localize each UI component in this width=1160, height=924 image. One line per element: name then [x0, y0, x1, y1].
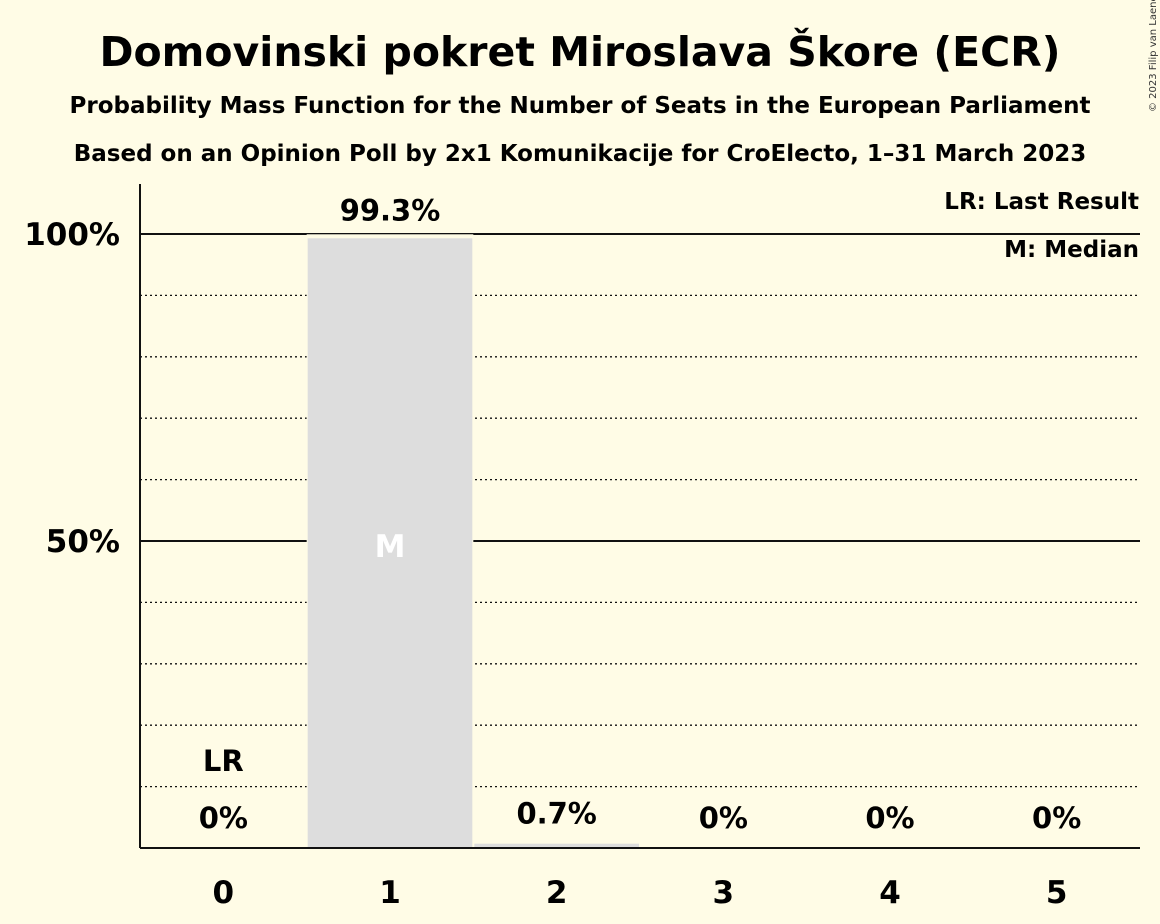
- copyright: © 2023 Filip van Laenen: [1148, 0, 1159, 112]
- bars: [306, 234, 639, 849]
- y-tick-labels: 50% 100%: [24, 217, 120, 560]
- x-tick-label: 0: [213, 875, 235, 911]
- bar: [307, 238, 473, 849]
- legend-last-result: LR: Last Result: [944, 189, 1139, 215]
- x-tick-label: 2: [546, 875, 568, 911]
- y-tick-label: 100%: [24, 217, 120, 253]
- bar: [474, 843, 639, 848]
- last-result-marker: LR: [203, 744, 244, 778]
- x-tick-label: 1: [379, 875, 401, 911]
- chart-subtitle: Probability Mass Function for the Number…: [70, 93, 1091, 119]
- x-tick-labels: 0 1 2 3 4 5: [213, 875, 1068, 911]
- gridlines: [140, 233, 1140, 788]
- chart-title: Domovinski pokret Miroslava Škore (ECR): [99, 28, 1060, 76]
- y-tick-label: 50%: [46, 524, 120, 560]
- x-tick-label: 4: [879, 875, 901, 911]
- bar-value-label: 0%: [1032, 801, 1081, 835]
- bar-value-label: 99.3%: [340, 193, 441, 227]
- x-tick-label: 5: [1046, 875, 1068, 911]
- bar-value-label: 0.7%: [516, 797, 596, 831]
- x-tick-label: 3: [713, 875, 735, 911]
- median-marker: M: [375, 529, 406, 565]
- legend-median: M: Median: [1004, 237, 1139, 263]
- bar-value-label: 0%: [199, 801, 248, 835]
- chart-source: Based on an Opinion Poll by 2x1 Komunika…: [74, 141, 1086, 167]
- bar-value-label: 0%: [699, 801, 748, 835]
- bar-value-label: 0%: [865, 801, 914, 835]
- value-labels: 0% LR 99.3% M 0.7% 0% 0% 0%: [199, 193, 1082, 835]
